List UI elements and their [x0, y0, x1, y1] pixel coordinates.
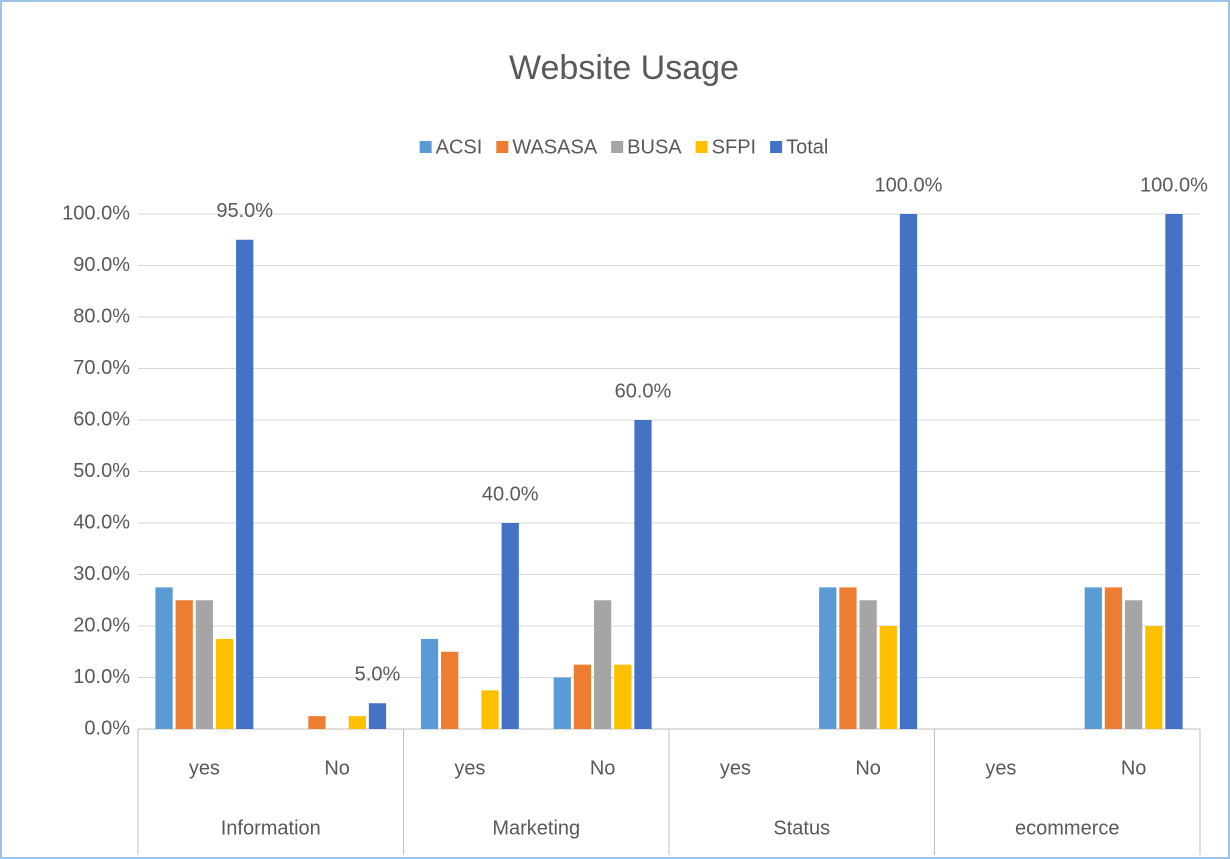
x-tick-label: yes	[985, 757, 1016, 779]
bar	[553, 677, 571, 729]
group-label: Status	[773, 817, 830, 839]
bar	[593, 600, 612, 729]
y-tick-label: 10.0%	[73, 666, 130, 688]
bar	[839, 587, 857, 729]
x-tick-label: No	[855, 757, 881, 779]
bar	[859, 600, 877, 729]
bar	[420, 638, 439, 729]
bar	[441, 651, 459, 729]
data-label: 100.0%	[875, 174, 943, 196]
chart-title: Website Usage	[509, 49, 739, 87]
y-tick-label: 30.0%	[73, 563, 130, 585]
data-label: 95.0%	[216, 200, 273, 222]
bar	[879, 626, 897, 729]
bar	[614, 664, 632, 729]
bar	[573, 664, 592, 729]
bar	[348, 716, 366, 729]
group-label: ecommerce	[1015, 817, 1119, 839]
bar	[155, 587, 173, 729]
x-tick-label: No	[1121, 757, 1147, 779]
y-tick-label: 100.0%	[62, 202, 130, 224]
y-tick-label: 0.0%	[84, 717, 130, 739]
bar	[308, 716, 326, 729]
bar	[1145, 626, 1163, 729]
y-tick-label: 80.0%	[73, 305, 130, 327]
legend-label: SFPI	[712, 136, 756, 158]
y-tick-label: 60.0%	[73, 408, 130, 430]
bar	[1104, 587, 1123, 729]
data-label: 100.0%	[1140, 174, 1208, 196]
bar	[1124, 600, 1143, 729]
x-tick-label: yes	[189, 757, 220, 779]
y-tick-label: 20.0%	[73, 614, 130, 636]
legend-swatch	[419, 141, 432, 153]
y-tick-label: 40.0%	[73, 511, 130, 533]
bar	[819, 587, 837, 729]
x-tick-label: No	[324, 757, 350, 779]
x-tick-label: yes	[454, 757, 485, 779]
bar	[501, 523, 519, 729]
data-label: 60.0%	[615, 380, 672, 402]
bar	[236, 239, 254, 729]
bar	[1165, 214, 1183, 729]
legend-label: WASASA	[512, 136, 597, 158]
legend-swatch	[496, 141, 509, 153]
bar	[215, 638, 234, 729]
bar	[481, 690, 499, 729]
data-label: 40.0%	[482, 483, 539, 505]
legend-swatch	[611, 141, 624, 153]
bar	[175, 600, 193, 729]
data-label: 5.0%	[355, 664, 401, 686]
bar	[634, 420, 652, 729]
group-label: Information	[221, 817, 321, 839]
bar	[899, 214, 918, 729]
bar	[368, 703, 387, 729]
bar	[195, 600, 214, 729]
legend-label: ACSI	[436, 136, 483, 158]
x-tick-label: No	[590, 757, 616, 779]
group-label: Marketing	[492, 817, 580, 839]
legend-label: Total	[786, 136, 828, 158]
legend-swatch	[695, 141, 708, 153]
y-tick-label: 90.0%	[73, 254, 130, 276]
x-tick-label: yes	[720, 757, 751, 779]
y-tick-label: 70.0%	[73, 357, 130, 379]
legend-label: BUSA	[627, 136, 682, 158]
bar	[1084, 587, 1102, 729]
y-tick-label: 50.0%	[73, 460, 130, 482]
legend-swatch	[770, 141, 783, 153]
